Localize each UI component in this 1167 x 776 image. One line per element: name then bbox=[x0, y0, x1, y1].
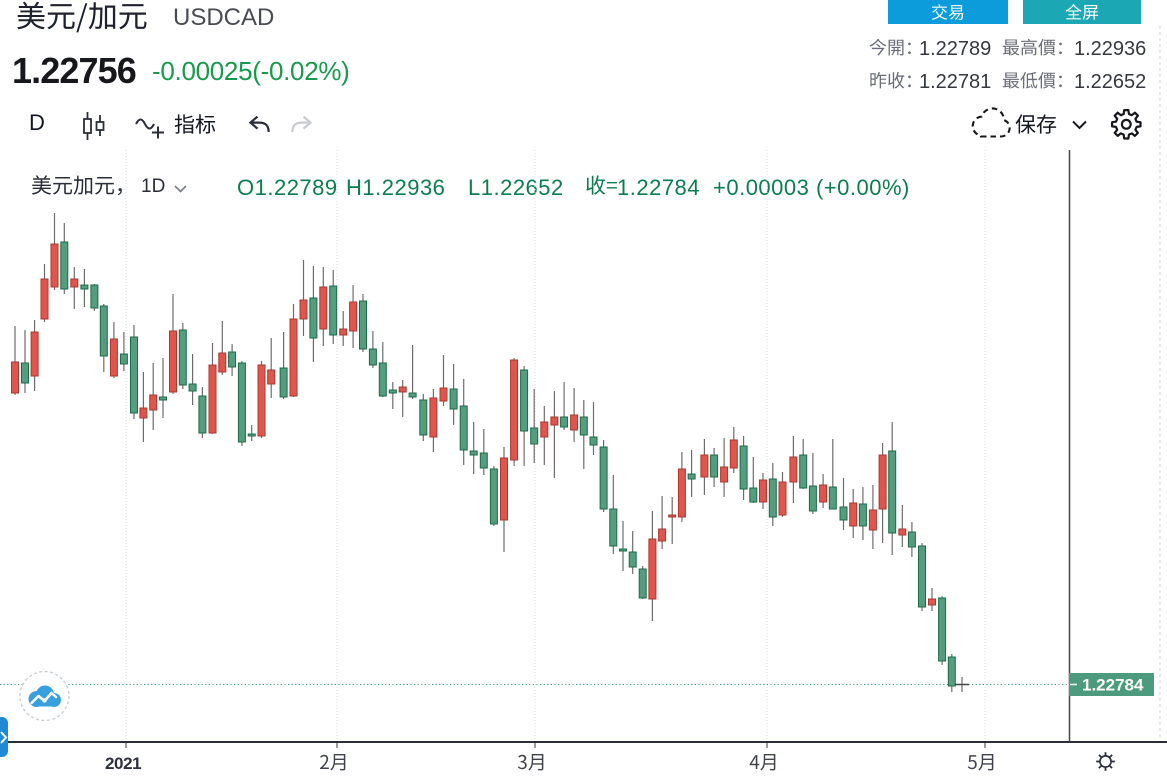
svg-text:1.22784: 1.22784 bbox=[1082, 676, 1144, 695]
